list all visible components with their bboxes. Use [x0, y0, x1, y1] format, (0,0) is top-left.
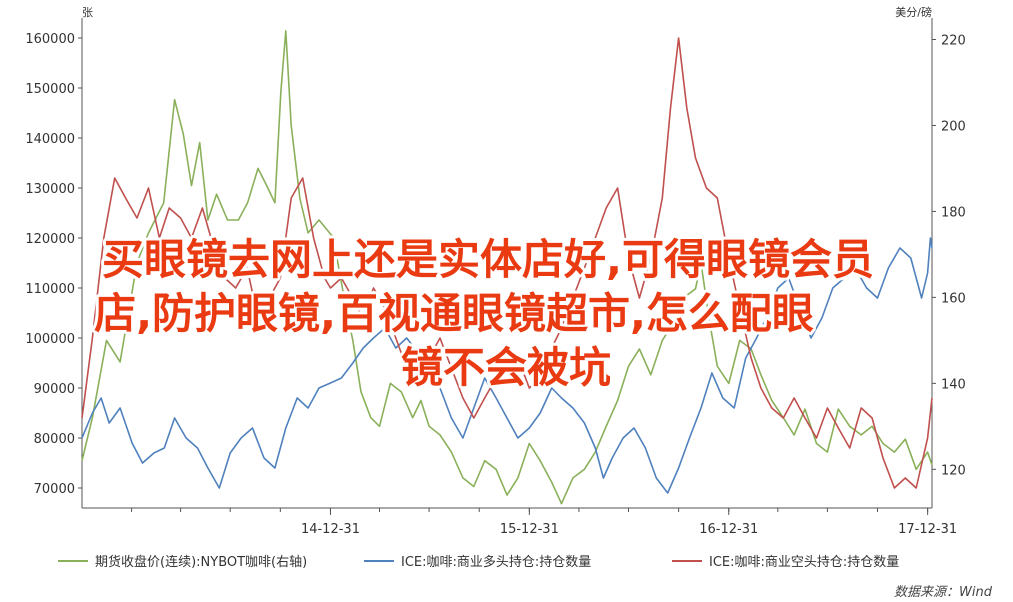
overlay-title-line: 买眼镜去网上还是实体店好,可得眼镜会员 — [102, 235, 874, 284]
legend-label: 期货收盘价(连续):NYBOT咖啡(右轴) — [95, 554, 307, 570]
legend-label: ICE:咖啡:商业多头持仓:持仓数量 — [401, 554, 591, 570]
left-tick-label: 80000 — [34, 432, 75, 447]
right-tick-label: 200 — [941, 119, 966, 134]
overlay-title-line: 镜不会被坑 — [401, 343, 611, 392]
x-tick-label: 14-12-31 — [301, 522, 360, 537]
overlay-title-line: 店,防护眼镜,百视通眼镜超市,怎么配眼 — [94, 289, 814, 338]
legend-label: ICE:咖啡:商业空头持仓:持仓数量 — [709, 555, 899, 570]
left-tick-label: 120000 — [25, 232, 75, 247]
left-tick-label: 150000 — [25, 82, 75, 97]
right-tick-label: 160 — [941, 291, 966, 306]
left-tick-label: 100000 — [25, 332, 75, 347]
left-tick-label: 130000 — [25, 182, 75, 197]
x-tick-label: 16-12-31 — [699, 522, 758, 537]
left-tick-label: 160000 — [25, 32, 75, 47]
left-tick-label: 90000 — [34, 382, 75, 397]
right-tick-label: 180 — [941, 205, 966, 220]
left-tick-label: 110000 — [25, 282, 75, 297]
x-tick-label: 15-12-31 — [500, 522, 559, 537]
series-lines — [81, 30, 933, 505]
right-tick-label: 140 — [941, 377, 966, 392]
right-tick-label: 120 — [941, 463, 966, 478]
series-line-3 — [81, 37, 933, 489]
series-line-2 — [81, 237, 933, 494]
left-tick-label: 70000 — [34, 482, 75, 497]
legend: 期货收盘价(连续):NYBOT咖啡(右轴) ICE:咖啡:商业多头持仓:持仓数量 I… — [58, 554, 899, 570]
right-axis-unit: 美分/磅 — [895, 5, 932, 19]
right-tick-label: 220 — [941, 33, 966, 48]
left-tick-label: 140000 — [25, 132, 75, 147]
left-axis-unit: 张 — [82, 6, 93, 19]
overlay-title: 买眼镜去网上还是实体店好,可得眼镜会员店,防护眼镜,百视通眼镜超市,怎么配眼镜不… — [91, 232, 877, 395]
series-line-1 — [81, 30, 933, 505]
axes: 张 美分/磅 70000 80000 90000 100000 110000 120000 13… — [25, 5, 965, 537]
x-tick-label: 17-12-31 — [898, 522, 957, 537]
data-source-label: 数据来源：Wind — [894, 585, 993, 600]
